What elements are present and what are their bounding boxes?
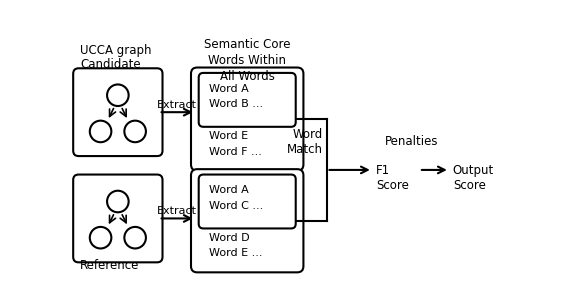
FancyBboxPatch shape: [191, 169, 303, 272]
Text: Extract: Extract: [157, 100, 197, 110]
Text: Word
Match: Word Match: [287, 128, 323, 156]
FancyBboxPatch shape: [73, 68, 162, 156]
Text: Extract: Extract: [157, 206, 197, 216]
Text: Word A: Word A: [210, 185, 249, 195]
Text: Word E ...: Word E ...: [210, 248, 263, 259]
FancyBboxPatch shape: [191, 68, 303, 171]
Text: Word C ...: Word C ...: [210, 201, 264, 211]
FancyBboxPatch shape: [199, 73, 296, 127]
FancyBboxPatch shape: [199, 174, 296, 229]
Text: Reference: Reference: [80, 259, 140, 272]
Text: Word A: Word A: [210, 84, 249, 94]
Text: Penalties: Penalties: [385, 135, 438, 148]
Text: Candidate: Candidate: [80, 58, 141, 71]
Text: Word D: Word D: [210, 233, 250, 243]
Text: Word E: Word E: [210, 132, 249, 141]
Text: Output
Score: Output Score: [453, 164, 494, 192]
Text: Word B ...: Word B ...: [210, 99, 264, 109]
Text: UCCA graph: UCCA graph: [80, 44, 152, 57]
Text: Word F ...: Word F ...: [210, 147, 262, 157]
Text: Semantic Core
Words Within
All Words: Semantic Core Words Within All Words: [204, 38, 290, 83]
Text: F1
Score: F1 Score: [376, 164, 408, 192]
FancyBboxPatch shape: [73, 174, 162, 262]
